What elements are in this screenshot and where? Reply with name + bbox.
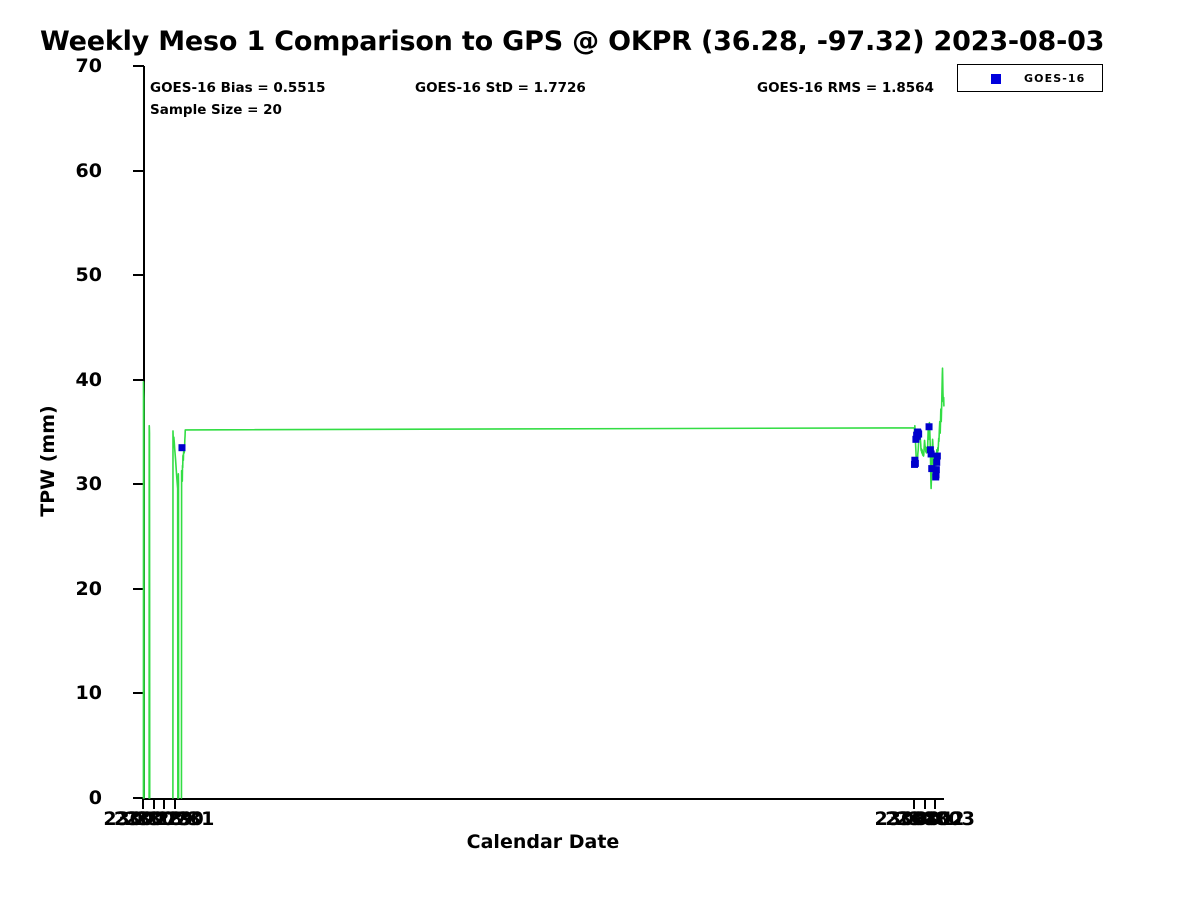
y-tick-40 xyxy=(133,378,144,381)
legend: GOES-16 xyxy=(957,64,1103,92)
goes16-data-point xyxy=(914,429,922,437)
y-tick-label-30: 30 xyxy=(75,473,102,496)
y-tick-70 xyxy=(133,65,144,67)
goes16-data-point xyxy=(933,452,941,460)
y-tick-label-20: 20 xyxy=(75,577,102,600)
y-axis-line xyxy=(143,66,145,800)
gps-line-segment-2 xyxy=(172,430,179,799)
x-tick-230729 xyxy=(152,798,155,809)
y-tick-label-10: 10 xyxy=(75,682,102,705)
goes16-data-point xyxy=(913,431,921,439)
x-tick-230730 xyxy=(163,798,166,809)
y-tick-60 xyxy=(133,169,144,172)
y-tick-50 xyxy=(133,274,144,277)
goes16-data-point xyxy=(911,460,919,468)
goes16-data-point xyxy=(911,459,919,467)
goes16-scatter-series xyxy=(178,423,941,481)
x-tick-label-230730: 230730 xyxy=(124,808,204,830)
goes16-data-point xyxy=(913,432,921,440)
goes16-data-point xyxy=(914,428,922,436)
x-tick-label-230728: 230728 xyxy=(103,808,183,830)
x-tick-230802 xyxy=(923,798,926,809)
goes16-data-point xyxy=(912,435,920,443)
goes16-data-point xyxy=(932,473,940,481)
x-tick-label-230803: 230803 xyxy=(895,808,975,830)
stat-std: GOES-16 StD = 1.7726 xyxy=(415,80,586,96)
stat-bias: GOES-16 Bias = 0.5515 xyxy=(150,80,326,96)
y-tick-label-70: 70 xyxy=(75,55,102,77)
goes16-data-point xyxy=(911,456,919,464)
x-tick-230803 xyxy=(934,798,937,809)
gps-line-segment-4 xyxy=(180,367,945,799)
gps-line-series xyxy=(142,367,945,799)
goes16-data-point xyxy=(925,423,933,431)
goes16-data-point xyxy=(178,444,186,452)
goes16-data-point xyxy=(932,471,940,479)
goes16-data-point xyxy=(927,450,935,458)
x-tick-230728 xyxy=(142,798,144,809)
goes16-data-point xyxy=(913,432,921,440)
y-tick-label-50: 50 xyxy=(75,264,102,287)
stat-sample-size: Sample Size = 20 xyxy=(150,102,282,118)
x-tick-230731 xyxy=(173,798,176,809)
page-title: Weekly Meso 1 Comparison to GPS @ OKPR (… xyxy=(40,26,1105,57)
legend-label-goes16: GOES-16 xyxy=(1024,72,1086,85)
gps-line-segment-1 xyxy=(148,424,151,799)
y-axis-label: TPW (mm) xyxy=(37,405,59,517)
x-axis-line xyxy=(143,798,944,800)
stat-rms: GOES-16 RMS = 1.8564 xyxy=(757,80,934,96)
x-tick-230801 xyxy=(913,798,916,809)
y-tick-20 xyxy=(133,587,144,590)
goes16-data-point xyxy=(915,430,923,438)
goes16-data-point xyxy=(928,465,936,473)
y-tick-30 xyxy=(133,483,144,486)
x-tick-label-230802: 230802 xyxy=(885,808,965,830)
legend-marker-icon xyxy=(991,74,1001,84)
goes16-data-point xyxy=(932,466,940,474)
y-tick-10 xyxy=(133,692,144,695)
x-tick-label-230729: 230729 xyxy=(113,808,194,830)
x-tick-label-230731: 230731 xyxy=(135,808,215,830)
x-axis-label: Calendar Date xyxy=(466,831,620,853)
y-tick-label-0: 0 xyxy=(88,787,102,809)
y-tick-label-60: 60 xyxy=(75,159,102,182)
goes16-data-point xyxy=(933,458,941,466)
y-tick-label-40: 40 xyxy=(75,368,102,391)
x-tick-label-230801: 230801 xyxy=(874,808,954,830)
y-tick-0 xyxy=(133,797,144,799)
goes16-data-point xyxy=(926,446,934,454)
